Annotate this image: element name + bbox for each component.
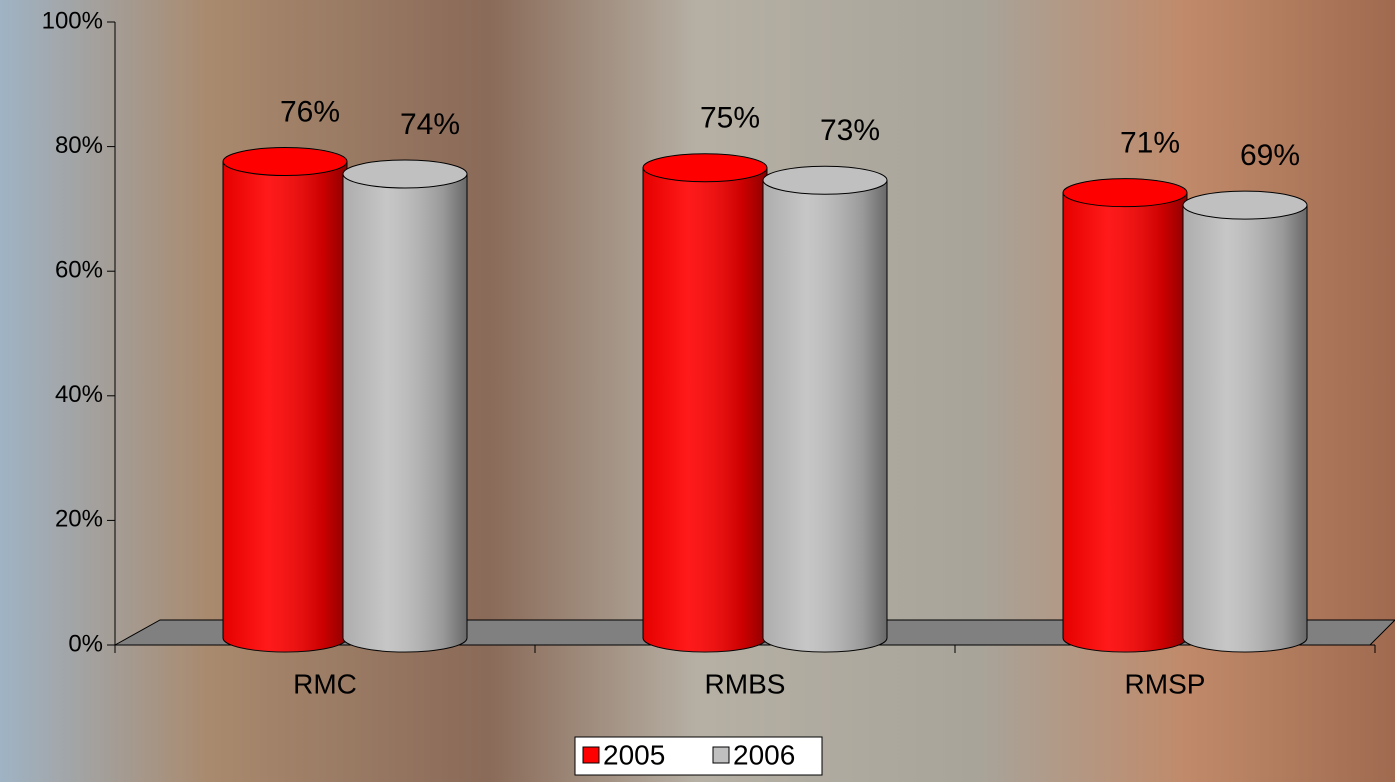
x-tick-label: RMBS: [705, 668, 786, 699]
y-tick-label: 100%: [42, 7, 103, 34]
value-label: 73%: [820, 114, 880, 147]
y-tick-label: 20%: [55, 506, 103, 533]
x-tick-label: RMSP: [1125, 668, 1206, 699]
y-tick-label: 80%: [55, 132, 103, 159]
cylinder-top: [1182, 190, 1308, 220]
cylinder-shading: [343, 173, 467, 653]
legend: 2005 2006: [574, 736, 823, 776]
legend-box: [574, 736, 823, 776]
y-tick-label: 60%: [55, 257, 103, 284]
cylinder-shading: [643, 167, 767, 652]
value-label: 69%: [1240, 139, 1300, 172]
x-tick-label: RMC: [293, 668, 357, 699]
legend-label: 2006: [733, 739, 795, 770]
legend-swatch: [582, 746, 600, 764]
y-tick-label: 40%: [55, 381, 103, 408]
cylinder-top: [642, 153, 768, 183]
value-label: 76%: [280, 95, 340, 128]
cylinder-shading: [223, 161, 347, 652]
cylinder-top: [342, 159, 468, 189]
value-label: 75%: [700, 102, 760, 135]
value-label: 71%: [1120, 127, 1180, 160]
y-tick-label: 0%: [68, 630, 103, 657]
cylinder-top: [762, 165, 888, 195]
cylinder-top: [1062, 178, 1188, 208]
cylinder-shading: [1183, 205, 1307, 652]
legend-swatch: [712, 746, 730, 764]
legend-label: 2005: [603, 739, 665, 770]
cylinder-shading: [763, 180, 887, 652]
cylinder-top: [222, 147, 348, 177]
cylinder-shading: [1063, 192, 1187, 653]
value-label: 74%: [400, 108, 460, 141]
